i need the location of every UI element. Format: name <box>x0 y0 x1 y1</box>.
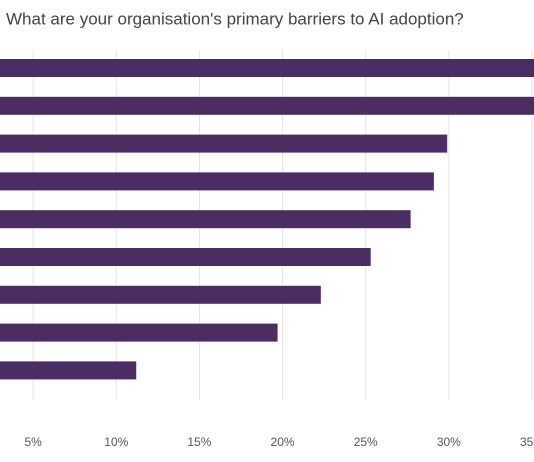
x-tick-label: 20% <box>271 435 295 449</box>
bar <box>0 210 411 229</box>
bar <box>0 134 448 153</box>
bar <box>0 59 534 77</box>
chart-title: What are your organisation's primary bar… <box>6 9 464 28</box>
bar <box>0 323 278 342</box>
bar <box>0 248 371 266</box>
x-tick-label: 15% <box>187 435 211 449</box>
x-tick-label: 10% <box>104 435 128 449</box>
x-tick-label: 5% <box>24 435 42 449</box>
bar <box>0 361 137 380</box>
bar <box>0 172 434 191</box>
bar <box>0 285 321 304</box>
x-tick-label: 25% <box>354 435 378 449</box>
bar <box>0 96 534 115</box>
x-tick-label: 35% <box>520 435 534 449</box>
x-tick-label: 30% <box>437 435 461 449</box>
